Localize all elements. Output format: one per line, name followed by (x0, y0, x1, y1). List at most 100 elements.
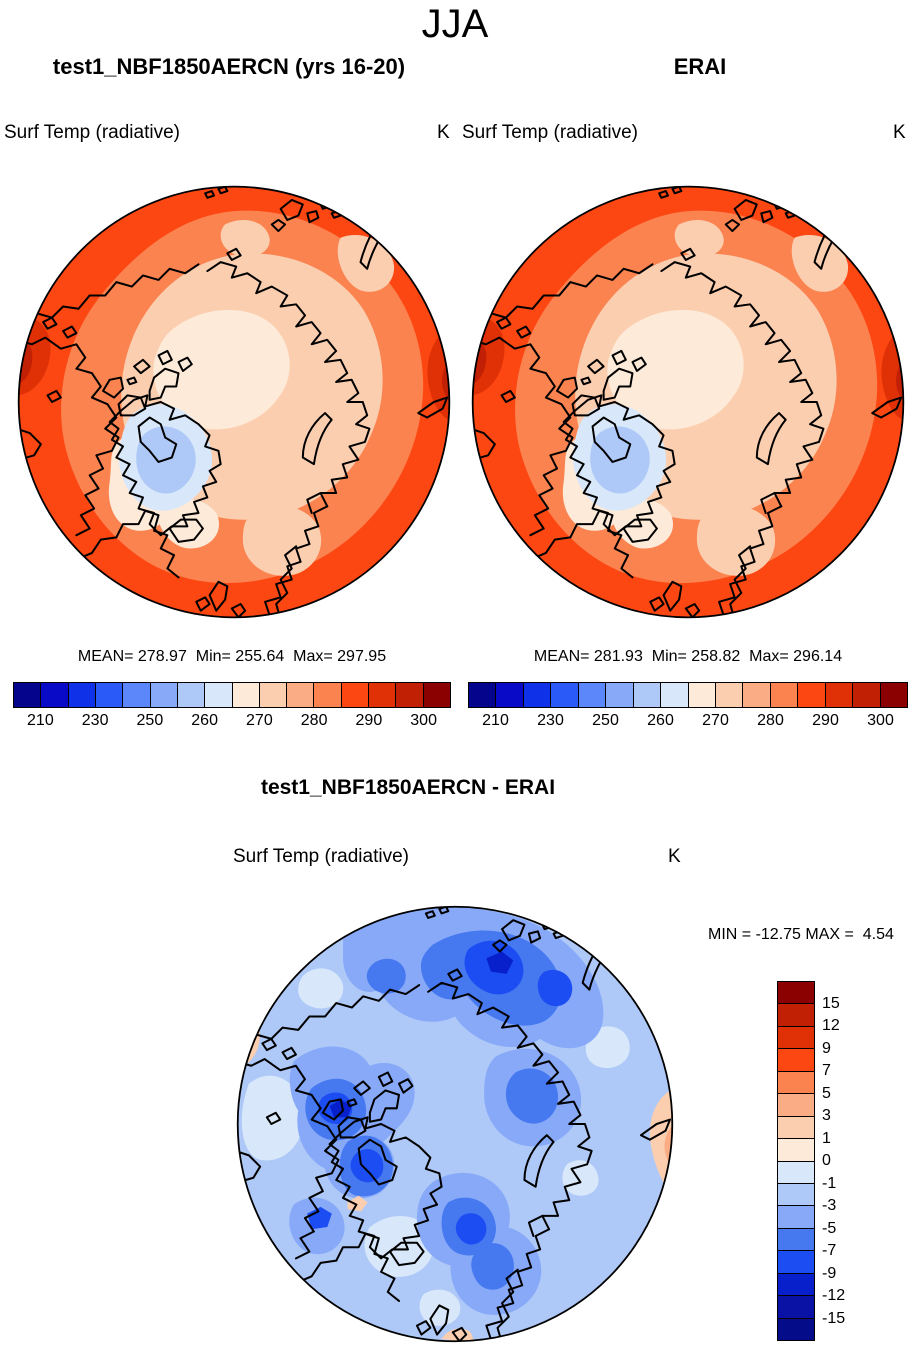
colorbar-cell (825, 683, 854, 707)
colorbar-tick-label: 1 (822, 1129, 831, 1147)
colorbar-tick-label: 230 (537, 712, 564, 729)
colorbar-cell (778, 982, 814, 1005)
colorbar-tick-label: 9 (822, 1039, 831, 1057)
colorbar-cell (688, 683, 716, 707)
colorbar-cell (778, 1004, 814, 1027)
colorbar-cell (778, 1071, 814, 1095)
panel-title-model: test1_NBF1850AERCN (yrs 16-20) (52, 54, 406, 79)
colorbar-cell (523, 683, 552, 707)
colorbar-cell (880, 683, 907, 707)
map-top-right-erai (471, 185, 905, 619)
temperature-colorbar-right (468, 682, 908, 708)
temperature-colorbar-left-ticks: 210 230 250 260 270 280 290 300 (13, 712, 451, 732)
colorbar-cell (715, 683, 744, 707)
colorbar-cell (123, 683, 151, 707)
temperature-colorbar-left (13, 682, 451, 708)
colorbar-tick-label: 260 (647, 712, 674, 729)
colorbar-cell (150, 683, 178, 707)
colorbar-cell (778, 1183, 814, 1207)
units-label-bottom: K (668, 846, 681, 867)
colorbar-cell (778, 1273, 814, 1297)
difference-colorbar (777, 981, 815, 1341)
difference-panel-title: test1_NBF1850AERCN - ERAI (260, 776, 556, 799)
colorbar-tick-label: 7 (822, 1062, 831, 1079)
colorbar-tick-label: 260 (191, 712, 218, 729)
colorbar-tick-label: 250 (592, 712, 619, 729)
colorbar-cell (778, 1161, 814, 1184)
colorbar-cell (177, 683, 206, 707)
difference-colorbar-ticks: 15 12 9 7 5 3 1 0 -1 -3 -5 -7 -9 -12 -15 (822, 981, 866, 1341)
variable-label-top-right: Surf Temp (radiative) (462, 122, 638, 143)
colorbar-cell (314, 683, 342, 707)
colorbar-cell (205, 683, 233, 707)
variable-label-top-left: Surf Temp (radiative) (4, 122, 180, 143)
colorbar-tick-label: 250 (136, 712, 164, 729)
colorbar-tick-label: 210 (482, 712, 509, 729)
colorbar-tick-label: 230 (81, 712, 109, 729)
colorbar-tick-label: 280 (300, 712, 328, 729)
panel-title-erai: ERAI (673, 54, 727, 79)
colorbar-tick-label: -7 (822, 1242, 837, 1259)
colorbar-cell (341, 683, 370, 707)
colorbar-cell (423, 683, 450, 707)
colorbar-tick-label: 270 (246, 712, 273, 729)
map-border-circle (471, 185, 905, 619)
colorbar-cell (778, 1116, 814, 1140)
stats-bottom-minmax: MIN = -12.75 MAX = 4.54 (708, 926, 894, 943)
colorbar-tick-label: 5 (822, 1084, 831, 1102)
colorbar-tick-label: -12 (822, 1287, 846, 1304)
colorbar-tick-label: 280 (757, 712, 784, 729)
colorbar-tick-label: 290 (355, 712, 383, 729)
colorbar-cell (778, 1206, 814, 1229)
colorbar-tick-label: 210 (27, 712, 54, 729)
colorbar-cell (853, 683, 881, 707)
colorbar-tick-label: 300 (410, 712, 437, 729)
colorbar-cell (778, 1026, 814, 1050)
colorbar-cell (496, 683, 524, 707)
colorbar-cell (778, 1228, 814, 1252)
stats-top-right: MEAN= 281.93 Min= 258.82 Max= 296.14 (533, 648, 843, 665)
temperature-colorbar-right-ticks: 210 230 250 260 270 280 290 300 (468, 712, 908, 732)
colorbar-cell (369, 683, 397, 707)
colorbar-tick-label: 0 (822, 1152, 831, 1169)
map-top-left-model (17, 185, 451, 619)
colorbar-cell (798, 683, 826, 707)
colorbar-cell (778, 1296, 814, 1319)
map-bottom-content (237, 906, 673, 1342)
colorbar-cell (551, 683, 579, 707)
colorbar-tick-label: 15 (822, 994, 840, 1012)
map-top-right-content (472, 186, 904, 618)
colorbar-cell (778, 1049, 814, 1072)
map-bottom-difference (236, 905, 674, 1343)
colorbar-tick-label: 270 (702, 712, 729, 729)
colorbar-cell (396, 683, 424, 707)
colorbar-cell (778, 1318, 814, 1340)
colorbar-cell (469, 683, 497, 707)
variable-label-bottom: Surf Temp (radiative) (233, 846, 409, 867)
colorbar-tick-label: -5 (822, 1219, 837, 1237)
colorbar-cell (95, 683, 124, 707)
colorbar-tick-label: -15 (822, 1309, 846, 1327)
colorbar-tick-label: 290 (812, 712, 839, 729)
map-border-circle (236, 905, 674, 1343)
colorbar-tick-label: -1 (822, 1174, 837, 1192)
colorbar-cell (661, 683, 689, 707)
colorbar-cell (770, 683, 799, 707)
colorbar-cell (41, 683, 69, 707)
colorbar-cell (778, 1251, 814, 1274)
map-top-left-content (18, 186, 450, 618)
colorbar-cell (578, 683, 607, 707)
colorbar-cell (778, 1094, 814, 1117)
colorbar-cell (259, 683, 288, 707)
colorbar-tick-label: 300 (867, 712, 894, 729)
units-label-top-left: K (437, 122, 450, 143)
colorbar-tick-label: -9 (822, 1264, 837, 1282)
colorbar-cell (68, 683, 96, 707)
colorbar-cell (778, 1139, 814, 1162)
units-label-top-right: K (893, 122, 906, 143)
stats-top-left: MEAN= 278.97 Min= 255.64 Max= 297.95 (77, 648, 387, 665)
colorbar-cell (633, 683, 662, 707)
map-border-circle (17, 185, 451, 619)
colorbar-tick-label: -3 (822, 1197, 837, 1214)
